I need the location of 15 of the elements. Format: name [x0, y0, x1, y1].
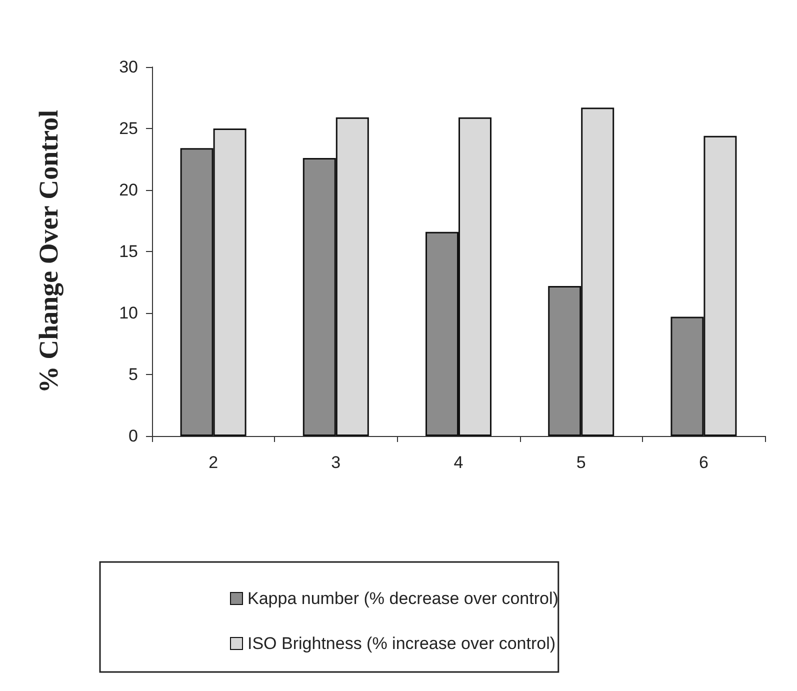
y-tick-label: 15 — [119, 242, 138, 261]
y-tick-label: 0 — [128, 426, 138, 446]
y-axis-title: % Change Over Control — [34, 109, 64, 394]
y-tick-label: 30 — [119, 58, 138, 76]
y-tick-label: 10 — [119, 304, 138, 322]
y-tick-label: 25 — [119, 119, 138, 138]
x-tick-label: 6 — [698, 453, 708, 472]
y-tick-label: 5 — [128, 365, 138, 384]
legend-label: ISO Brightness (% increase over control) — [248, 634, 556, 653]
x-tick-label: 3 — [331, 453, 341, 472]
x-tick-label: 5 — [576, 453, 586, 472]
x-tick-label: 2 — [208, 453, 218, 472]
x-tick-label: 4 — [454, 453, 464, 472]
y-tick-label: 20 — [119, 180, 138, 200]
legend-label: Kappa number (% decrease over control) — [248, 589, 558, 608]
